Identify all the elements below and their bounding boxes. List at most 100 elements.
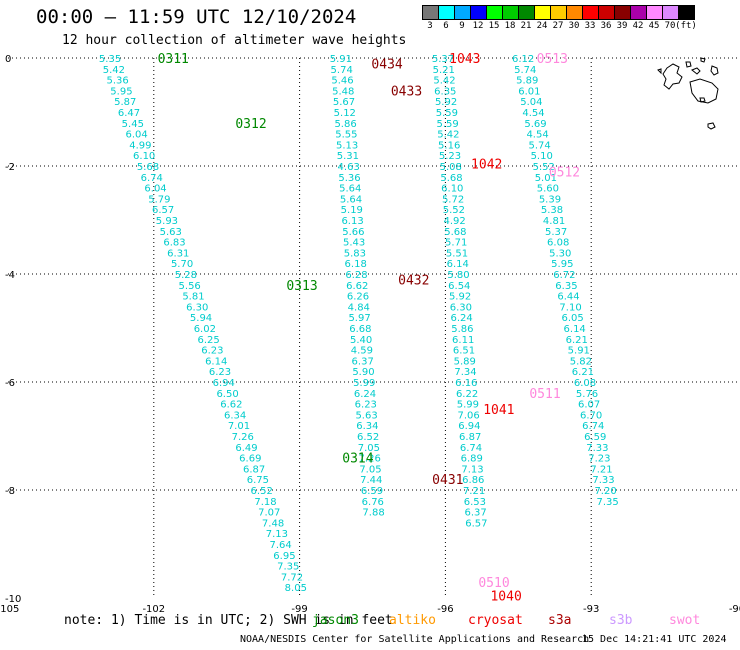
pass-label: 0312 bbox=[235, 117, 266, 132]
color-scale-cell bbox=[678, 5, 695, 20]
wave-height-point: 6.95 bbox=[273, 551, 295, 562]
wave-height-point: 5.97 bbox=[348, 313, 370, 324]
wave-height-point: 7.35 bbox=[277, 562, 299, 573]
color-scale-bar bbox=[422, 5, 695, 20]
wave-height-point: 5.16 bbox=[438, 140, 460, 151]
wave-height-point: 6.23 bbox=[355, 400, 377, 411]
wave-height-point: 6.69 bbox=[239, 454, 261, 465]
wave-height-point: 5.70 bbox=[171, 259, 193, 270]
wave-height-point: 5.52 bbox=[533, 162, 555, 173]
wave-height-point: 5.79 bbox=[148, 194, 170, 205]
wave-height-point: 4.81 bbox=[543, 216, 565, 227]
x-tick-label: -105 bbox=[0, 604, 19, 615]
wave-height-point: 5.37 bbox=[545, 227, 567, 238]
wave-height-point: 6.37 bbox=[352, 356, 374, 367]
wave-height-point: 7.64 bbox=[270, 540, 292, 551]
wave-height-point: 6.62 bbox=[220, 400, 242, 411]
notes-text: note: 1) Time is in UTC; 2) SWH is in fe… bbox=[64, 613, 393, 628]
wave-height-point: 6.02 bbox=[194, 324, 216, 335]
wave-height-point: 7.26 bbox=[359, 454, 381, 465]
wave-height-point: 5.69 bbox=[524, 119, 546, 130]
wave-height-point: 5.99 bbox=[457, 400, 479, 411]
wave-height-point: 7.18 bbox=[254, 497, 276, 508]
x-tick-label: -99 bbox=[291, 604, 307, 615]
wave-height-point: 6.62 bbox=[346, 281, 368, 292]
wave-height-point: 5.28 bbox=[175, 270, 197, 281]
wave-height-point: 5.46 bbox=[331, 76, 353, 87]
wave-height-point: 5.91 bbox=[568, 346, 590, 357]
pass-label: 0432 bbox=[398, 273, 429, 288]
wave-height-point: 5.55 bbox=[335, 130, 357, 141]
y-tick-label: -10 bbox=[5, 594, 21, 605]
wave-height-point: 6.13 bbox=[341, 216, 363, 227]
wave-height-point: 6.68 bbox=[349, 324, 371, 335]
color-scale-label: 39 bbox=[616, 21, 628, 31]
wave-height-point: 5.43 bbox=[343, 238, 365, 249]
wave-height-point: 6.25 bbox=[197, 335, 219, 346]
wave-height-point: 7.26 bbox=[232, 432, 254, 443]
color-scale-label: 24 bbox=[536, 21, 548, 31]
wave-height-point: 7.13 bbox=[461, 464, 483, 475]
wave-height-point: 6.08 bbox=[547, 238, 569, 249]
wave-height-point: 5.10 bbox=[531, 151, 553, 162]
pass-label: 1043 bbox=[449, 52, 480, 67]
wave-height-point: 5.74 bbox=[331, 65, 353, 76]
wave-height-point: 6.57 bbox=[152, 205, 174, 216]
wave-height-point: 6.21 bbox=[572, 367, 594, 378]
wave-height-point: 4.54 bbox=[526, 130, 548, 141]
wave-height-point: 5.91 bbox=[330, 54, 352, 65]
wave-height-point: 6.12 bbox=[512, 54, 534, 65]
wave-height-point: 6.24 bbox=[354, 389, 376, 400]
wave-height-point: 5.81 bbox=[182, 292, 204, 303]
wave-height-point: 6.49 bbox=[235, 443, 257, 454]
color-scale-label: 9 bbox=[459, 21, 465, 31]
wave-height-point: 5.68 bbox=[440, 173, 462, 184]
wave-height-point: 7.13 bbox=[266, 529, 288, 540]
color-scale-labels: 3 6 9 12 15 18 21 24 27 30 33 36 39 42 45 70 (ft) bbox=[422, 21, 740, 35]
wave-height-point: 6.94 bbox=[213, 378, 235, 389]
wave-height-point: 5.64 bbox=[339, 184, 361, 195]
color-scale-label: (ft) bbox=[675, 21, 697, 31]
color-scale-label: 33 bbox=[584, 21, 596, 31]
axis-ticks: -105 -102 -99 -96 -93 -90 0 -2 -4 -6 -8 -10 bbox=[0, 54, 740, 615]
wave-height-point: 5.86 bbox=[451, 324, 473, 335]
wave-height-point: 5.48 bbox=[332, 86, 354, 97]
color-scale-label: 21 bbox=[520, 21, 532, 31]
wave-height-point: 5.51 bbox=[446, 248, 468, 259]
grid-lines bbox=[8, 57, 737, 598]
wave-height-point: 7.01 bbox=[228, 421, 250, 432]
wave-height-point: 6.47 bbox=[118, 108, 140, 119]
wave-height-point: 6.10 bbox=[441, 184, 463, 195]
wave-height-point: 5.74 bbox=[514, 65, 536, 76]
wave-height-point: 8.05 bbox=[285, 583, 307, 594]
wave-height-point: 6.74 bbox=[582, 421, 604, 432]
wave-height-point: 6.34 bbox=[356, 421, 378, 432]
pass-label: 1040 bbox=[490, 589, 521, 604]
legend-item-s3b: s3b bbox=[609, 613, 633, 628]
color-scale-label: 30 bbox=[568, 21, 580, 31]
color-scale-label: 15 bbox=[488, 21, 500, 31]
wave-height-point: 5.08 bbox=[440, 162, 462, 173]
pass-label: 0431 bbox=[432, 473, 463, 488]
wave-height-point: 6.11 bbox=[452, 335, 474, 346]
wave-height-point: 5.37 bbox=[432, 54, 454, 65]
wave-height-point: 6.70 bbox=[580, 410, 602, 421]
wave-height-point: 6.51 bbox=[453, 346, 475, 357]
wave-height-point: 6.05 bbox=[561, 313, 583, 324]
x-tick-label: -96 bbox=[437, 604, 453, 615]
wave-height-point: 6.52 bbox=[251, 486, 273, 497]
wave-height-point: 5.36 bbox=[338, 173, 360, 184]
wave-height-point: 7.06 bbox=[457, 410, 479, 421]
pass-label: 0433 bbox=[391, 84, 422, 99]
wave-height-point: 5.12 bbox=[334, 108, 356, 119]
pass-label: 0510 bbox=[478, 576, 509, 591]
legend-item-swot: swot bbox=[669, 613, 701, 628]
wave-height-point: 5.95 bbox=[551, 259, 573, 270]
wave-height-point: 5.71 bbox=[445, 238, 467, 249]
wave-height-point: 6.72 bbox=[553, 270, 575, 281]
pass-label: 0511 bbox=[529, 387, 560, 402]
wave-height-point: 5.31 bbox=[337, 151, 359, 162]
pass-label: 0313 bbox=[286, 279, 317, 294]
wave-height-point: 5.83 bbox=[344, 248, 366, 259]
wave-height-point: 5.42 bbox=[103, 65, 125, 76]
